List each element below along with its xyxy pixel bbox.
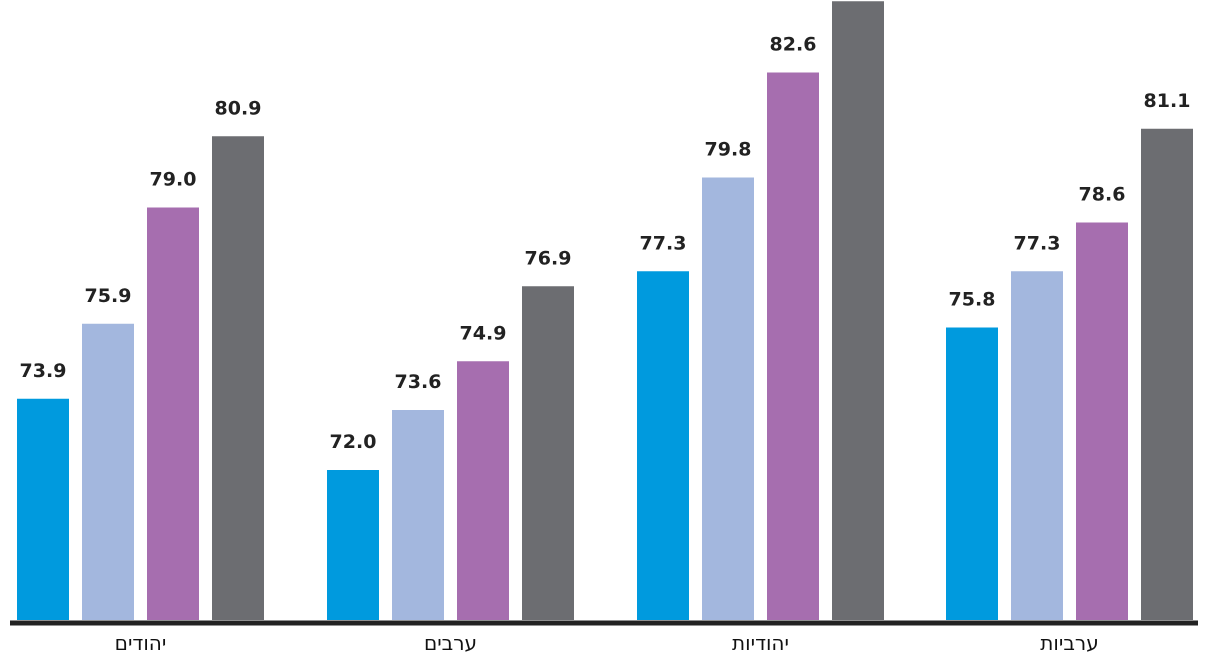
bar-3-1 <box>1011 271 1063 620</box>
bar-0-2 <box>147 207 199 620</box>
category-label-0: יהודים <box>115 631 167 655</box>
category-label-1: ערבים <box>424 631 477 655</box>
bar-1-3 <box>522 286 574 620</box>
value-label-0-3: 80.9 <box>215 97 262 119</box>
value-label-1-3: 76.9 <box>525 247 572 269</box>
value-label-3-0: 75.8 <box>949 289 996 311</box>
bars-group <box>17 1 1193 620</box>
category-labels-group: יהודים ערבים יהודיות ערביות <box>115 631 1099 655</box>
bar-2-1 <box>702 177 754 620</box>
bar-3-2 <box>1076 222 1128 620</box>
value-label-1-0: 72.0 <box>330 431 377 453</box>
value-label-0-1: 75.9 <box>85 285 132 307</box>
value-label-2-1: 79.8 <box>705 139 752 161</box>
value-label-0-0: 73.9 <box>20 360 67 382</box>
bar-1-1 <box>392 410 444 620</box>
value-label-1-1: 73.6 <box>395 371 442 393</box>
bar-0-0 <box>17 398 69 620</box>
bar-1-2 <box>457 361 509 620</box>
bar-2-3 <box>832 1 884 620</box>
bar-3-0 <box>946 327 998 620</box>
value-label-3-3: 81.1 <box>1144 90 1191 112</box>
value-labels-group: 73.9 75.9 79.0 80.9 72.0 73.6 74.9 76.9 77.3 79.8… <box>20 34 1191 454</box>
bar-1-0 <box>327 470 379 620</box>
bar-2-2 <box>767 72 819 620</box>
value-label-3-2: 78.6 <box>1079 184 1126 206</box>
value-label-1-2: 74.9 <box>460 322 507 344</box>
category-label-2: יהודיות <box>732 631 789 655</box>
value-label-3-1: 77.3 <box>1014 232 1061 254</box>
bar-0-3 <box>212 136 264 620</box>
category-label-3: ערביות <box>1040 631 1098 655</box>
bar-3-3 <box>1141 128 1193 620</box>
value-label-2-0: 77.3 <box>640 232 687 254</box>
bar-0-1 <box>82 323 134 620</box>
value-label-0-2: 79.0 <box>150 169 197 191</box>
value-label-2-2: 82.6 <box>770 34 817 56</box>
bar-2-0 <box>637 271 689 620</box>
